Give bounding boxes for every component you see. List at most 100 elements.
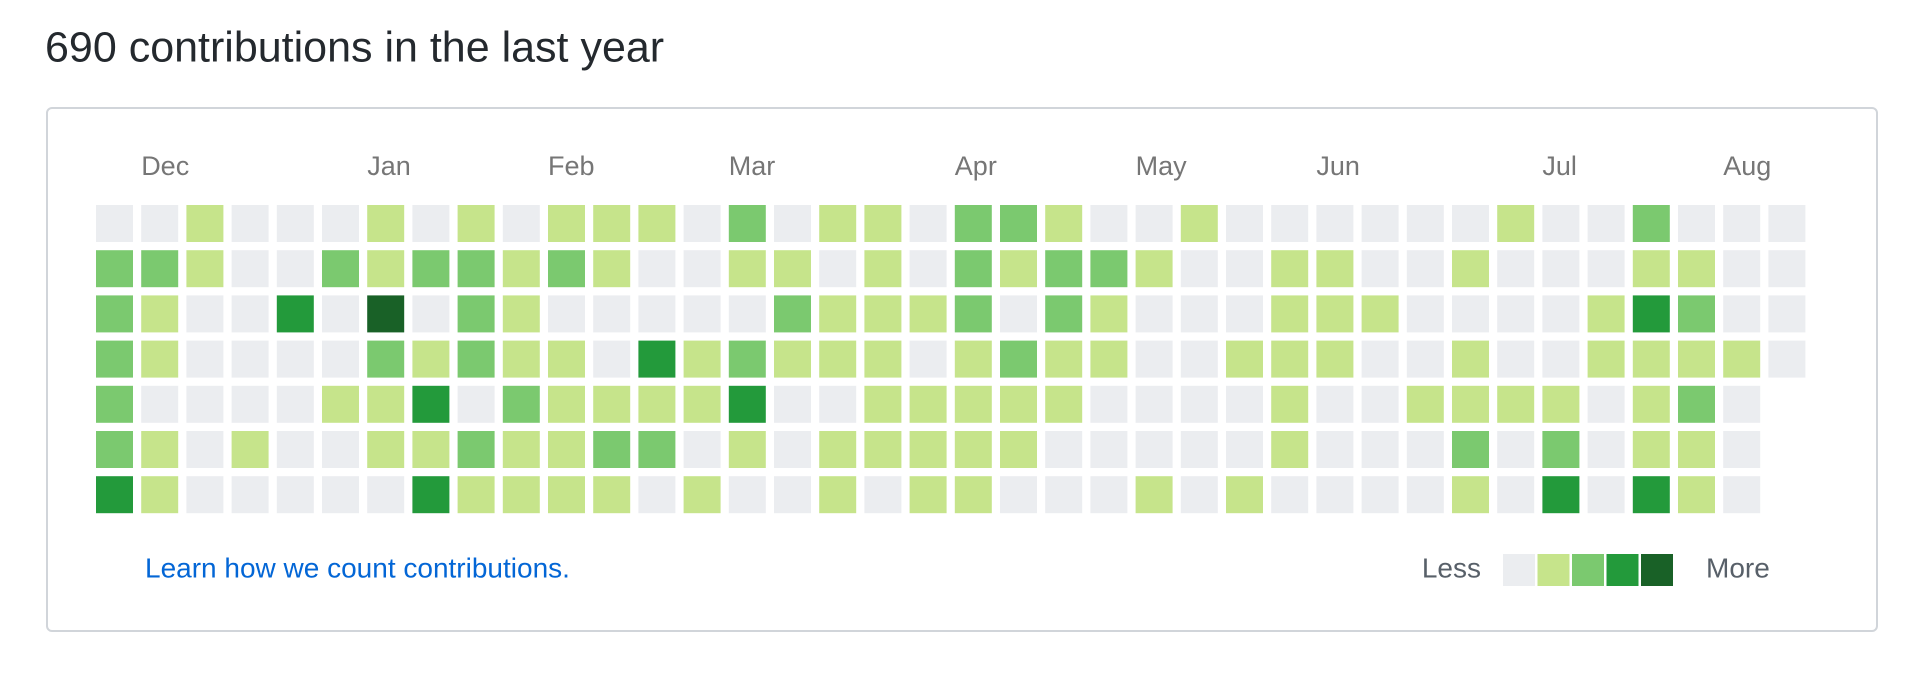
day-cell: [1361, 295, 1399, 333]
day-cell: [457, 431, 495, 468]
day-cell: [1587, 250, 1625, 288]
day-cell: [774, 205, 811, 242]
day-cell: [1632, 205, 1670, 242]
day-cell: [864, 476, 902, 514]
day-cell: [186, 250, 224, 288]
day-cell: [1316, 340, 1354, 378]
day-cell: [96, 250, 133, 288]
day-cell: [457, 340, 495, 378]
day-cell: [367, 476, 405, 514]
day-cell: [1135, 250, 1173, 288]
day-cell: [909, 385, 947, 423]
day-cell: [1632, 431, 1670, 468]
day-cell: [457, 476, 495, 514]
day-cell: [819, 205, 857, 242]
legend-swatch: [1641, 554, 1673, 586]
day-cell: [96, 205, 133, 242]
day-cell: [1226, 431, 1263, 468]
day-cell: [638, 385, 676, 423]
day-cell: [1406, 431, 1444, 468]
day-cell: [909, 250, 947, 288]
day-cell: [186, 431, 224, 468]
day-cell: [1316, 250, 1354, 288]
day-cell: [1045, 205, 1083, 242]
day-cell: [1768, 295, 1806, 333]
day-cell: [1271, 205, 1309, 242]
day-cell: [1090, 295, 1128, 333]
day-cell: [367, 431, 405, 468]
day-cell: [1045, 431, 1083, 468]
day-cell: [683, 250, 721, 288]
day-cell: [1723, 476, 1761, 514]
day-cell: [186, 295, 224, 333]
day-cell: [1361, 340, 1399, 378]
day-cell: [1090, 476, 1128, 514]
day-cell: [1723, 431, 1761, 468]
day-cell: [1271, 295, 1309, 333]
day-cell: [1632, 385, 1670, 423]
day-cell: [1542, 431, 1580, 468]
day-cell: [1678, 431, 1715, 468]
day-cell: [683, 205, 721, 242]
day-cell: [819, 295, 857, 333]
day-cell: [1587, 340, 1625, 378]
day-cell: [1045, 385, 1083, 423]
month-label: Mar: [729, 151, 776, 181]
day-cell: [1000, 250, 1037, 288]
day-cell: [1271, 431, 1309, 468]
day-cell: [1045, 476, 1083, 514]
day-cell: [502, 205, 540, 242]
day-cell: [1678, 385, 1715, 423]
day-cell: [1452, 295, 1489, 333]
day-cell: [1497, 431, 1535, 468]
day-cell: [683, 476, 721, 514]
month-label: Jun: [1316, 151, 1360, 181]
day-cell: [638, 250, 676, 288]
day-cell: [1723, 205, 1761, 242]
day-cell: [502, 385, 540, 423]
day-cell: [954, 476, 992, 514]
day-cell: [1226, 250, 1263, 288]
day-cell: [502, 295, 540, 333]
day-cell: [1632, 476, 1670, 514]
day-cell: [1542, 385, 1580, 423]
day-cell: [864, 250, 902, 288]
month-label: Apr: [955, 151, 997, 181]
day-cell: [864, 340, 902, 378]
day-cell: [548, 340, 585, 378]
day-cell: [774, 295, 811, 333]
day-cell: [457, 205, 495, 242]
day-cell: [864, 431, 902, 468]
day-cell: [1180, 340, 1218, 378]
learn-link[interactable]: Learn how we count contributions.: [145, 552, 570, 583]
day-cell: [276, 205, 314, 242]
day-cell: [276, 250, 314, 288]
day-cell: [141, 431, 179, 468]
day-cell: [864, 205, 902, 242]
day-cell: [1000, 205, 1037, 242]
day-cell: [1497, 340, 1535, 378]
day-cell: [1090, 385, 1128, 423]
day-cell: [1723, 295, 1761, 333]
day-cell: [141, 205, 179, 242]
day-cell: [1768, 340, 1806, 378]
day-cell: [1000, 476, 1037, 514]
day-cell: [819, 340, 857, 378]
day-cell: [728, 205, 766, 242]
day-cell: [909, 295, 947, 333]
legend-swatch: [1537, 554, 1570, 586]
day-cell: [1361, 250, 1399, 288]
day-cell: [548, 205, 585, 242]
day-cell: [231, 431, 269, 468]
day-cell: [412, 431, 450, 468]
day-cell: [276, 340, 314, 378]
day-cell: [231, 250, 269, 288]
day-cell: [548, 476, 585, 514]
day-cell: [1226, 205, 1263, 242]
day-cell: [412, 476, 450, 514]
day-cell: [1271, 250, 1309, 288]
day-cell: [186, 385, 224, 423]
day-cell: [819, 385, 857, 423]
day-cell: [728, 476, 766, 514]
